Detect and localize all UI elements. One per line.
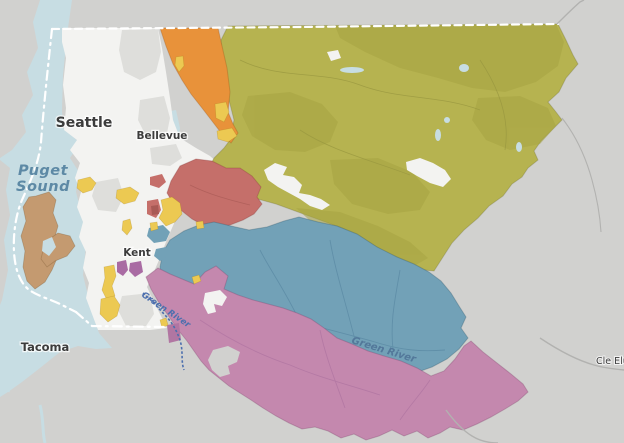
mercer-island (115, 157, 127, 177)
white-enclave (327, 50, 341, 61)
pink-white-enclave (203, 290, 227, 314)
yellow-patch (101, 264, 117, 301)
river-line (299, 129, 411, 176)
river-line (239, 59, 481, 111)
lake (516, 142, 522, 152)
watershed-region-pink[interactable] (145, 265, 529, 441)
yellow-patch (214, 101, 230, 123)
river-line (479, 59, 507, 151)
yellow-patch (115, 186, 140, 205)
yellow-patch (159, 317, 169, 329)
urban-corridor (62, 28, 218, 330)
forest-patch (472, 96, 556, 150)
vashon-island-group[interactable] (20, 191, 76, 290)
red-dark-spot (151, 205, 159, 215)
gray-patch (119, 29, 161, 80)
white-enclave (406, 158, 451, 187)
label-seattle: Seattle (56, 115, 113, 131)
yellow-patch (76, 176, 97, 194)
label-bellevue: Bellevue (137, 130, 188, 142)
boundary-west (12, 27, 78, 314)
pink-rivers (199, 319, 431, 421)
olive-watershed-group[interactable] (207, 23, 579, 272)
forest-patch (296, 208, 428, 266)
yellow-patch (174, 55, 185, 73)
road-southeast (445, 409, 499, 443)
red-river-line (189, 184, 251, 206)
yellow-patch (216, 127, 238, 143)
blue-outlier[interactable] (154, 247, 169, 261)
river-line (391, 269, 401, 351)
yellow-patch (99, 295, 121, 323)
pink-dark-city-square (167, 323, 181, 343)
yellow-patch (149, 221, 159, 232)
lake (459, 64, 469, 72)
yellow-patch (121, 218, 133, 236)
yellow-patch (158, 196, 183, 227)
gray-patch (92, 178, 124, 212)
river-line (329, 239, 356, 341)
west-shore-land (0, 160, 10, 305)
label-puget-sound-line2: Sound (16, 179, 70, 195)
lake (435, 129, 441, 141)
lake (340, 67, 364, 73)
gray-patch (150, 144, 182, 166)
quartermaster-harbor (42, 237, 56, 256)
forest-patch (242, 92, 338, 152)
purple-patch (117, 260, 128, 276)
kitsap-peninsula (0, 0, 40, 158)
green-river-channel (142, 292, 185, 371)
purple-patch (129, 261, 143, 277)
tacoma-inlet-stream (0, 357, 14, 393)
river-line (399, 379, 431, 421)
road-northeast (556, 0, 585, 25)
label-puget-sound-line1: Puget (18, 163, 69, 179)
urban-gray-patches (92, 29, 182, 326)
olive-forest-shading (242, 24, 564, 266)
river-line (319, 329, 346, 409)
label-tacoma: Tacoma (21, 340, 70, 354)
label-cle-elum: Cle Elum (596, 356, 624, 367)
olive-white-enclaves (264, 50, 451, 210)
purple-city-patches (117, 260, 143, 277)
gray-patch (138, 96, 170, 140)
boundary-north (50, 22, 560, 31)
olive-rivers (239, 59, 507, 176)
forest-patch (330, 158, 430, 214)
road-lines (445, 0, 624, 443)
yellow-patch (195, 220, 205, 230)
road-cle-elum (539, 337, 624, 371)
gray-patch (118, 293, 154, 326)
yellow-patch (191, 274, 202, 285)
county-boundary (12, 22, 560, 329)
county-line-east (561, 117, 602, 233)
pink-watershed-group[interactable] (145, 265, 529, 441)
white-enclave (264, 163, 330, 210)
boundary-south (74, 310, 168, 329)
lake (444, 117, 450, 123)
puyallup-river (38, 404, 47, 443)
mountain-lakes (340, 64, 522, 152)
red-outlier[interactable] (150, 174, 166, 188)
forest-patch (335, 24, 564, 92)
label-kent: Kent (123, 247, 151, 259)
pink-gray-enclave (208, 346, 240, 377)
yellow-city-patches (76, 55, 238, 329)
river-line (199, 319, 381, 396)
